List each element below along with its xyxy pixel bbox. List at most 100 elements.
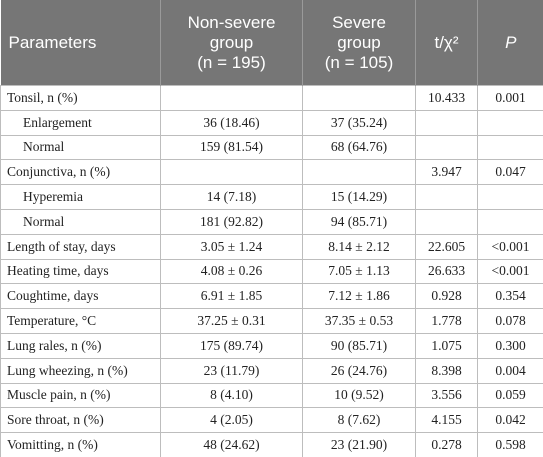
table-row: Normal 159 (81.54) 68 (64.76) — [0, 134, 543, 161]
header-line: Severe — [332, 12, 386, 32]
cell: 48 (24.62) — [160, 432, 303, 457]
row-label: Coughtime, days — [0, 283, 161, 310]
cell: 3.05 ± 1.24 — [160, 233, 303, 260]
cell: 94 (85.71) — [302, 208, 416, 235]
table-row: Enlargement 36 (18.46) 37 (35.24) — [0, 109, 543, 136]
cell: 0.047 — [477, 159, 543, 186]
table-row: Muscle pain, n (%) 8 (4.10) 10 (9.52) 3.556… — [0, 382, 543, 409]
header-row: Parameters Non-severe group (n = 195) Severe… — [0, 0, 543, 86]
row-label: Temperature, °C — [0, 308, 161, 334]
cell: 8 (4.10) — [160, 382, 303, 409]
cell: 0.598 — [477, 432, 543, 457]
cell: 6.91 ± 1.85 — [160, 283, 303, 310]
cell: 0.078 — [477, 308, 543, 334]
table-row: Coughtime, days 6.91 ± 1.85 7.12 ± 1.86 0.9… — [0, 283, 543, 310]
cell: 7.12 ± 1.86 — [302, 283, 416, 310]
cell — [477, 184, 543, 210]
cell: 68 (64.76) — [302, 134, 416, 161]
table-body: Tonsil, n (%) 10.433 0.001 Enlargement 36 (1… — [0, 85, 543, 457]
table-row: Vomitting, n (%) 48 (24.62) 23 (21.90) 0.27… — [0, 432, 543, 457]
cell: 0.001 — [477, 85, 543, 111]
cell — [415, 184, 478, 210]
table-row: Temperature, °C 37.25 ± 0.31 37.35 ± 0.53 1… — [0, 308, 543, 334]
cell: 159 (81.54) — [160, 134, 303, 161]
table-row: Length of stay, days 3.05 ± 1.24 8.14 ± 2.… — [0, 233, 543, 260]
cell: 1.075 — [415, 332, 478, 359]
cell: 90 (85.71) — [302, 332, 416, 359]
header-line: (n = 195) — [197, 52, 266, 72]
header-cell: Parameters — [0, 0, 161, 86]
header-cell: P — [477, 0, 543, 86]
cell: <0.001 — [477, 233, 543, 260]
cell: 8 (7.62) — [302, 407, 416, 434]
row-label: Tonsil, n (%) — [0, 85, 161, 111]
cell: 175 (89.74) — [160, 332, 303, 359]
row-label: Muscle pain, n (%) — [0, 382, 161, 409]
cell: 1.778 — [415, 308, 478, 334]
row-label: Enlargement — [0, 109, 161, 136]
cell: 22.605 — [415, 233, 478, 260]
cell: 14 (7.18) — [160, 184, 303, 210]
header-line: Parameters — [8, 32, 97, 52]
table-row: Heating time, days 4.08 ± 0.26 7.05 ± 1.13… — [0, 258, 543, 285]
row-label: Length of stay, days — [0, 233, 161, 260]
row-label: Lung rales, n (%) — [0, 332, 161, 359]
table-row: Hyperemia 14 (7.18) 15 (14.29) — [0, 184, 543, 210]
cell: 10 (9.52) — [302, 382, 416, 409]
table-row: Conjunctiva, n (%) 3.947 0.047 — [0, 159, 543, 186]
header-cell: Severe group (n = 105) — [302, 0, 416, 86]
cell: 23 (11.79) — [160, 357, 303, 384]
cell: <0.001 — [477, 258, 543, 285]
cell: 0.059 — [477, 382, 543, 409]
cell — [415, 134, 478, 161]
cell: 8.398 — [415, 357, 478, 384]
cell: 4 (2.05) — [160, 407, 303, 434]
cell: 4.155 — [415, 407, 478, 434]
cell — [415, 109, 478, 136]
cell: 3.947 — [415, 159, 478, 186]
row-label: Normal — [0, 134, 161, 161]
cell — [302, 85, 416, 111]
table-row: Tonsil, n (%) 10.433 0.001 — [0, 85, 543, 111]
header-line: t/χ² — [434, 32, 459, 52]
header-line: group — [209, 32, 254, 52]
cell: 0.278 — [415, 432, 478, 457]
table-row: Lung wheezing, n (%) 23 (11.79) 26 (24.76)… — [0, 357, 543, 384]
header-line: (n = 105) — [324, 52, 394, 72]
header-cell: Non-severe group (n = 195) — [160, 0, 303, 86]
cell — [160, 159, 303, 186]
cell: 10.433 — [415, 85, 478, 111]
table-row: Lung rales, n (%) 175 (89.74) 90 (85.71) 1.… — [0, 332, 543, 359]
cell: 37.25 ± 0.31 — [160, 308, 303, 334]
header-line: Non-severe — [187, 12, 276, 32]
cell: 0.004 — [477, 357, 543, 384]
cell — [477, 109, 543, 136]
cell: 0.928 — [415, 283, 478, 310]
header-line: P — [505, 32, 517, 52]
cell — [477, 208, 543, 235]
cell: 36 (18.46) — [160, 109, 303, 136]
table-row: Normal 181 (92.82) 94 (85.71) — [0, 208, 543, 235]
cell: 7.05 ± 1.13 — [302, 258, 416, 285]
cell — [160, 85, 303, 111]
row-label: Vomitting, n (%) — [0, 432, 161, 457]
header-line: group — [337, 32, 381, 52]
cell: 26.633 — [415, 258, 478, 285]
cell: 37.35 ± 0.53 — [302, 308, 416, 334]
row-label: Hyperemia — [0, 184, 161, 210]
cell: 23 (21.90) — [302, 432, 416, 457]
cell: 37 (35.24) — [302, 109, 416, 136]
cell: 4.08 ± 0.26 — [160, 258, 303, 285]
cell: 8.14 ± 2.12 — [302, 233, 416, 260]
cell — [302, 159, 416, 186]
cell: 181 (92.82) — [160, 208, 303, 235]
cell — [415, 208, 478, 235]
row-label: Sore throat, n (%) — [0, 407, 161, 434]
row-label: Normal — [0, 208, 161, 235]
cell: 15 (14.29) — [302, 184, 416, 210]
cell: 0.300 — [477, 332, 543, 359]
cell: 0.042 — [477, 407, 543, 434]
cell — [477, 134, 543, 161]
